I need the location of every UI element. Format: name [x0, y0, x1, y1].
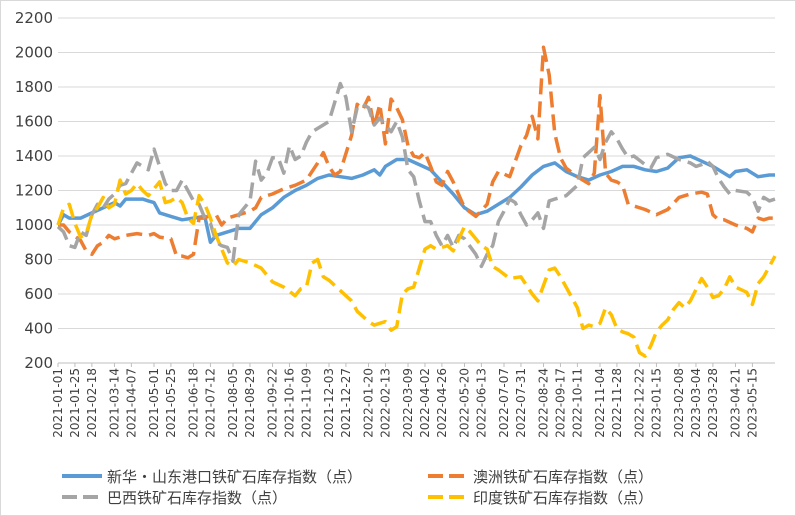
- x-tick-label: 2022-03-09: [401, 368, 415, 438]
- x-tick-label: 2021-04-07: [124, 368, 138, 438]
- x-tick-label: 2022-07-31: [514, 368, 528, 438]
- x-tick-label: 2022-12-22: [633, 368, 647, 438]
- y-tick-label: 1400: [15, 147, 53, 165]
- y-tick-label: 600: [24, 285, 53, 303]
- x-tick-label: 2022-01-20: [362, 368, 376, 438]
- y-tick-label: 800: [24, 251, 53, 269]
- x-tick-label: 2022-02-13: [378, 368, 392, 438]
- x-tick-label: 2023-05-15: [745, 368, 759, 438]
- series-line-4: [56, 178, 777, 358]
- y-tick-label: 1000: [15, 216, 53, 234]
- x-axis-tick-labels: 2021-01-01 2021-01-25 2021-02-18 2021-03-14…: [51, 368, 759, 438]
- x-tick-label: 2021-01-25: [68, 368, 82, 438]
- x-tick-label: 2021-09-22: [266, 368, 280, 438]
- x-tick-label: 2021-12-03: [322, 368, 336, 438]
- x-tick-label: 2022-11-28: [610, 368, 624, 438]
- x-tick-label: 2021-08-29: [243, 368, 257, 438]
- x-tick-label: 2021-11-09: [299, 368, 313, 438]
- x-tick-label: 2022-04-02: [418, 368, 432, 438]
- x-tick-label: 2022-10-11: [570, 368, 584, 438]
- y-tick-label: 2200: [15, 9, 53, 27]
- x-tick-label: 2021-12-27: [339, 368, 353, 438]
- y-axis-tick-labels: 200 400 600 800 1000 1200 1400 1600 1800 2000 2200: [15, 9, 53, 372]
- x-tick-label: 2022-11-04: [593, 368, 607, 438]
- x-tick-label: 2023-01-15: [649, 368, 663, 438]
- x-tick-label: 2022-05-20: [457, 368, 471, 438]
- series-line-2: [58, 45, 775, 260]
- series-line-1: [56, 154, 775, 245]
- x-tick-label: 2021-05-25: [164, 368, 178, 438]
- x-tick-label: 2023-03-28: [706, 368, 720, 438]
- legend-label-3: 巴西铁矿石库存指数（点）: [107, 489, 287, 507]
- legend-label-4: 印度铁矿石库存指数（点）: [473, 489, 653, 507]
- y-tick-label: 2000: [15, 44, 53, 62]
- y-tick-label: 1800: [15, 78, 53, 96]
- x-tick-label: 2021-02-18: [85, 368, 99, 438]
- y-tick-label: 400: [24, 320, 53, 338]
- x-tick-label: 2023-04-21: [728, 368, 742, 438]
- x-tick-label: 2023-03-04: [689, 368, 703, 438]
- x-tick-label: 2022-08-24: [537, 368, 551, 438]
- legend-label-2: 澳洲铁矿石库存指数（点）: [473, 468, 653, 486]
- x-tick-label: 2021-07-12: [203, 368, 217, 438]
- x-tick-label: 2021-06-18: [186, 368, 200, 438]
- y-tick-label: 1600: [15, 113, 53, 131]
- series-lines: [56, 45, 777, 358]
- x-tick-label: 2021-01-01: [51, 368, 65, 438]
- y-tick-label: 1200: [15, 182, 53, 200]
- y-tick-label: 200: [24, 354, 53, 372]
- x-tick-label: 2023-02-08: [672, 368, 686, 438]
- series-line-3: [56, 81, 776, 269]
- x-axis: [57, 362, 775, 367]
- legend: 新华・山东港口铁矿石库存指数（点） 澳洲铁矿石库存指数（点） 巴西铁矿石库存指数（点…: [62, 468, 653, 507]
- x-tick-label: 2022-06-13: [474, 368, 488, 438]
- x-tick-label: 2022-07-07: [497, 368, 511, 438]
- x-tick-label: 2021-08-05: [226, 368, 240, 438]
- x-tick-label: 2021-05-01: [147, 368, 161, 438]
- x-tick-label: 2021-10-16: [282, 368, 296, 438]
- x-tick-label: 2021-03-14: [107, 368, 121, 438]
- x-tick-label: 2022-09-17: [553, 368, 567, 438]
- legend-label-1: 新华・山东港口铁矿石库存指数（点）: [107, 468, 362, 486]
- x-tick-label: 2022-04-26: [435, 368, 449, 438]
